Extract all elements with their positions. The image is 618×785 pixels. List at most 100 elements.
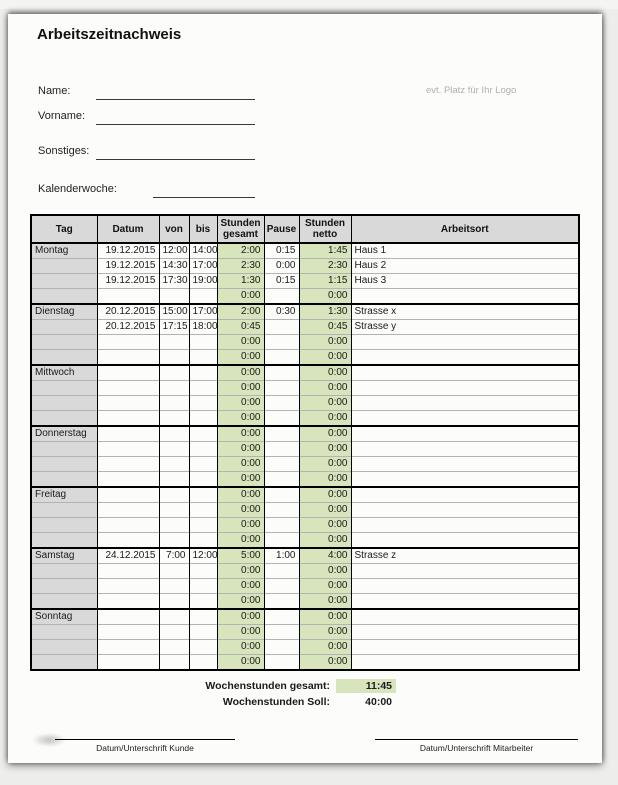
bis-cell <box>188 654 218 670</box>
table-row: 0:00 0:00 <box>30 380 580 396</box>
day-cell <box>30 578 98 594</box>
datum-cell <box>96 471 160 487</box>
day-cell <box>30 319 98 335</box>
kalenderwoche-label: Kalenderwoche: <box>38 183 117 195</box>
table-row: Mittwoch 0:00 0:00 <box>30 364 580 381</box>
datum-cell <box>96 334 160 350</box>
datum-cell <box>96 502 160 518</box>
table-row: 0:00 0:00 <box>30 288 580 304</box>
table-row: 0:00 0:00 <box>30 471 580 487</box>
netto-cell: 0:00 <box>298 578 352 594</box>
gesamt-cell: 0:00 <box>216 380 265 396</box>
von-cell <box>158 624 190 640</box>
datum-cell <box>96 395 160 411</box>
netto-cell: 0:00 <box>298 334 352 350</box>
gesamt-cell: 0:00 <box>216 654 265 670</box>
datum-cell <box>96 349 160 365</box>
table-row: Montag 19.12.2015 12:00 14:00 2:00 0:15 1:45 Ha… <box>30 242 580 259</box>
datum-cell: 20.12.2015 <box>96 303 160 320</box>
bis-cell <box>188 441 218 457</box>
ort-cell <box>350 288 580 304</box>
von-cell <box>158 563 190 579</box>
gesamt-cell: 0:00 <box>216 456 265 472</box>
pause-cell <box>263 624 300 640</box>
datum-cell <box>96 410 160 426</box>
ort-cell: Haus 2 <box>350 258 580 274</box>
pause-cell: 0:30 <box>263 303 300 320</box>
pause-cell <box>263 319 300 335</box>
netto-cell: 1:30 <box>298 303 352 320</box>
ort-cell <box>350 425 580 442</box>
netto-cell: 0:00 <box>298 563 352 579</box>
gesamt-cell: 0:00 <box>216 624 265 640</box>
datum-cell <box>96 441 160 457</box>
summary-total-row: Wochenstunden gesamt: 11:45 <box>8 678 396 694</box>
pause-cell <box>263 425 300 442</box>
von-cell <box>158 578 190 594</box>
column-header-bis: bis <box>188 214 218 244</box>
von-cell <box>158 334 190 350</box>
netto-cell: 0:00 <box>298 624 352 640</box>
summary-target-row: Wochenstunden Soll: 40:00 <box>8 694 396 710</box>
timesheet-table: Tag Datum von bis Stunden gesamt Pause S… <box>30 214 580 671</box>
pause-cell <box>263 639 300 655</box>
day-cell <box>30 654 98 670</box>
ort-cell <box>350 486 580 503</box>
day-cell <box>30 517 98 533</box>
pause-cell <box>263 288 300 304</box>
ort-cell: Haus 3 <box>350 273 580 289</box>
day-cell <box>30 380 98 396</box>
bis-cell: 18:00 <box>188 319 218 335</box>
ort-cell: Haus 1 <box>350 242 580 259</box>
ort-cell <box>350 456 580 472</box>
bis-cell <box>188 395 218 411</box>
day-cell <box>30 456 98 472</box>
bis-cell <box>188 578 218 594</box>
bis-cell <box>188 456 218 472</box>
ort-cell <box>350 441 580 457</box>
pause-cell <box>263 456 300 472</box>
bis-cell <box>188 624 218 640</box>
von-cell <box>158 486 190 503</box>
customer-signature-label: Datum/Unterschrift Kunde <box>96 743 194 753</box>
netto-cell: 0:00 <box>298 364 352 381</box>
table-row: 0:00 0:00 <box>30 456 580 472</box>
day-cell <box>30 624 98 640</box>
header-row: Tag Datum von bis Stunden gesamt Pause S… <box>30 214 580 244</box>
table-row: 0:00 0:00 <box>30 593 580 609</box>
bis-cell <box>188 593 218 609</box>
day-cell <box>30 395 98 411</box>
von-cell <box>158 349 190 365</box>
column-header-von: von <box>158 214 190 244</box>
column-header-datum: Datum <box>96 214 160 244</box>
column-header-stunden-gesamt: Stunden gesamt <box>216 214 265 244</box>
sonstiges-label: Sonstiges: <box>38 145 90 157</box>
vorname-label: Vorname: <box>38 110 86 122</box>
table-row: 0:00 0:00 <box>30 349 580 365</box>
employee-signature-line <box>375 739 578 740</box>
pause-cell: 1:00 <box>263 547 300 564</box>
vorname-input-line <box>96 124 255 125</box>
table-row: 0:00 0:00 <box>30 395 580 411</box>
column-header-tag: Tag <box>30 214 98 244</box>
table-row: 0:00 0:00 <box>30 624 580 640</box>
netto-cell: 0:00 <box>298 380 352 396</box>
netto-cell: 0:00 <box>298 486 352 503</box>
von-cell: 12:00 <box>158 242 190 259</box>
pause-cell <box>263 441 300 457</box>
datum-cell <box>96 578 160 594</box>
day-cell <box>30 563 98 579</box>
datum-cell <box>96 380 160 396</box>
datum-cell: 19.12.2015 <box>96 273 160 289</box>
bis-cell <box>188 532 218 548</box>
ort-cell <box>350 639 580 655</box>
bis-cell <box>188 563 218 579</box>
pause-cell <box>263 608 300 625</box>
bis-cell <box>188 334 218 350</box>
ort-cell <box>350 578 580 594</box>
bis-cell <box>188 471 218 487</box>
ort-cell <box>350 654 580 670</box>
target-hours-value: 40:00 <box>365 696 392 708</box>
von-cell <box>158 425 190 442</box>
total-hours-value: 11:45 <box>336 679 396 693</box>
